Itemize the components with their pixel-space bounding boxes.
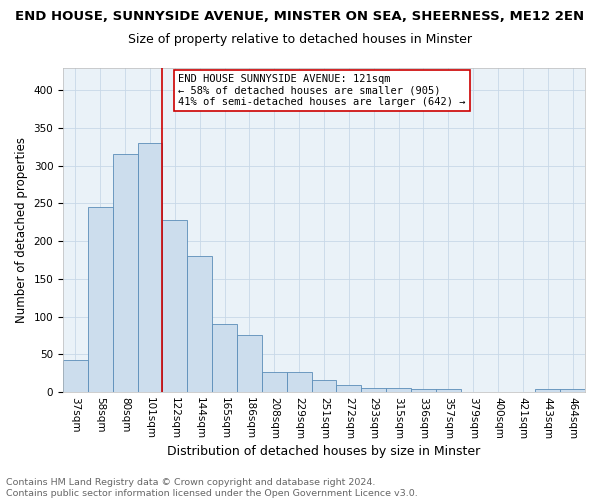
Bar	[337, 385, 361, 392]
Bar	[311, 380, 337, 392]
Bar	[88, 207, 113, 392]
Bar	[436, 389, 461, 392]
Bar	[212, 324, 237, 392]
Bar	[560, 389, 585, 392]
Text: END HOUSE, SUNNYSIDE AVENUE, MINSTER ON SEA, SHEERNESS, ME12 2EN: END HOUSE, SUNNYSIDE AVENUE, MINSTER ON …	[16, 10, 584, 23]
Bar	[535, 389, 560, 392]
Text: Size of property relative to detached houses in Minster: Size of property relative to detached ho…	[128, 32, 472, 46]
Bar	[163, 220, 187, 392]
Bar	[262, 372, 287, 392]
Text: Contains HM Land Registry data © Crown copyright and database right 2024.
Contai: Contains HM Land Registry data © Crown c…	[6, 478, 418, 498]
Bar	[237, 336, 262, 392]
X-axis label: Distribution of detached houses by size in Minster: Distribution of detached houses by size …	[167, 444, 481, 458]
Bar	[411, 389, 436, 392]
Bar	[113, 154, 137, 392]
Text: END HOUSE SUNNYSIDE AVENUE: 121sqm
← 58% of detached houses are smaller (905)
41: END HOUSE SUNNYSIDE AVENUE: 121sqm ← 58%…	[178, 74, 466, 107]
Bar	[63, 360, 88, 392]
Bar	[137, 143, 163, 392]
Bar	[386, 388, 411, 392]
Bar	[287, 372, 311, 392]
Bar	[361, 388, 386, 392]
Bar	[187, 256, 212, 392]
Y-axis label: Number of detached properties: Number of detached properties	[15, 136, 28, 322]
